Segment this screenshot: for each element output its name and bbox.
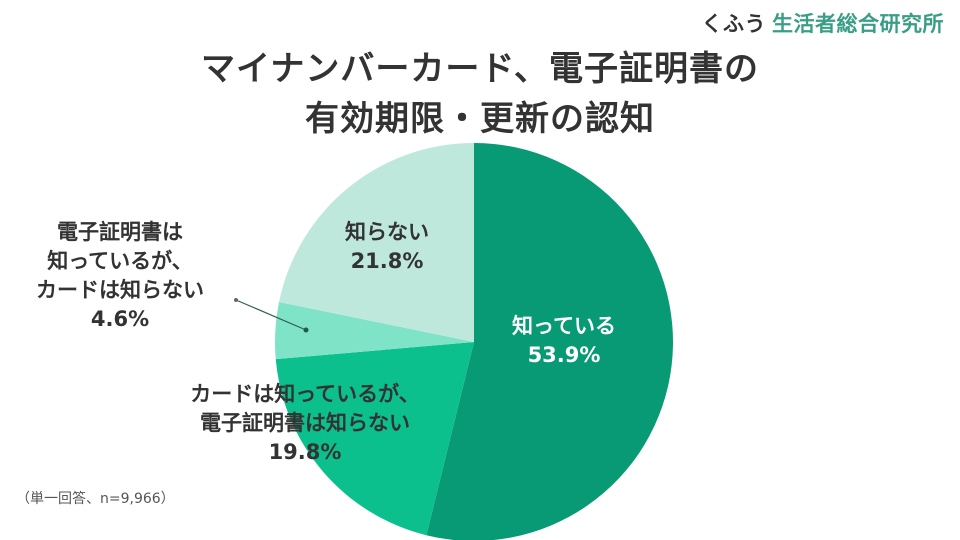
label-not-know-text: 知らない [345,220,429,244]
chart-title: マイナンバーカード、電子証明書の 有効期限・更新の認知 [0,44,960,144]
brand-prefix: くふう [701,12,766,36]
slice-knows [426,143,673,540]
label-cert-only-value: 4.6% [90,307,150,331]
label-not-know: 知らない 21.8% [322,218,452,276]
label-knows: 知っている 53.9% [494,312,634,370]
label-knows-value: 53.9% [527,343,601,367]
slice-card-only [275,342,474,536]
leader-line [235,299,307,331]
label-cert-only-line2: 知っているが、 [47,249,193,273]
chart-title-line2: 有効期限・更新の認知 [305,99,655,139]
label-card-only: カードは知っているが、 電子証明書は知らない 19.8% [150,380,460,467]
sample-note: （単一回答、n=9,966） [16,491,175,507]
leader-end-dot [303,327,309,333]
label-cert-only-line3: カードは知らない [36,278,204,302]
slice-not-know [279,143,474,342]
label-cert-only: 電子証明書は 知っているが、 カードは知らない 4.6% [10,218,230,334]
brand-logo: くふう 生活者総合研究所 [702,8,945,38]
label-cert-only-line1: 電子証明書は [57,220,183,244]
label-card-only-line1: カードは知っているが、 [190,382,420,406]
label-card-only-value: 19.8% [268,440,342,464]
chart-title-line1: マイナンバーカード、電子証明書の [201,49,759,89]
slice-cert-only [275,301,474,360]
label-not-know-value: 21.8% [350,249,424,273]
brand-name: 生活者総合研究所 [772,12,944,36]
label-knows-text: 知っている [512,314,616,338]
label-card-only-line2: 電子証明書は知らない [200,411,410,435]
leader-start-dot [234,298,238,302]
